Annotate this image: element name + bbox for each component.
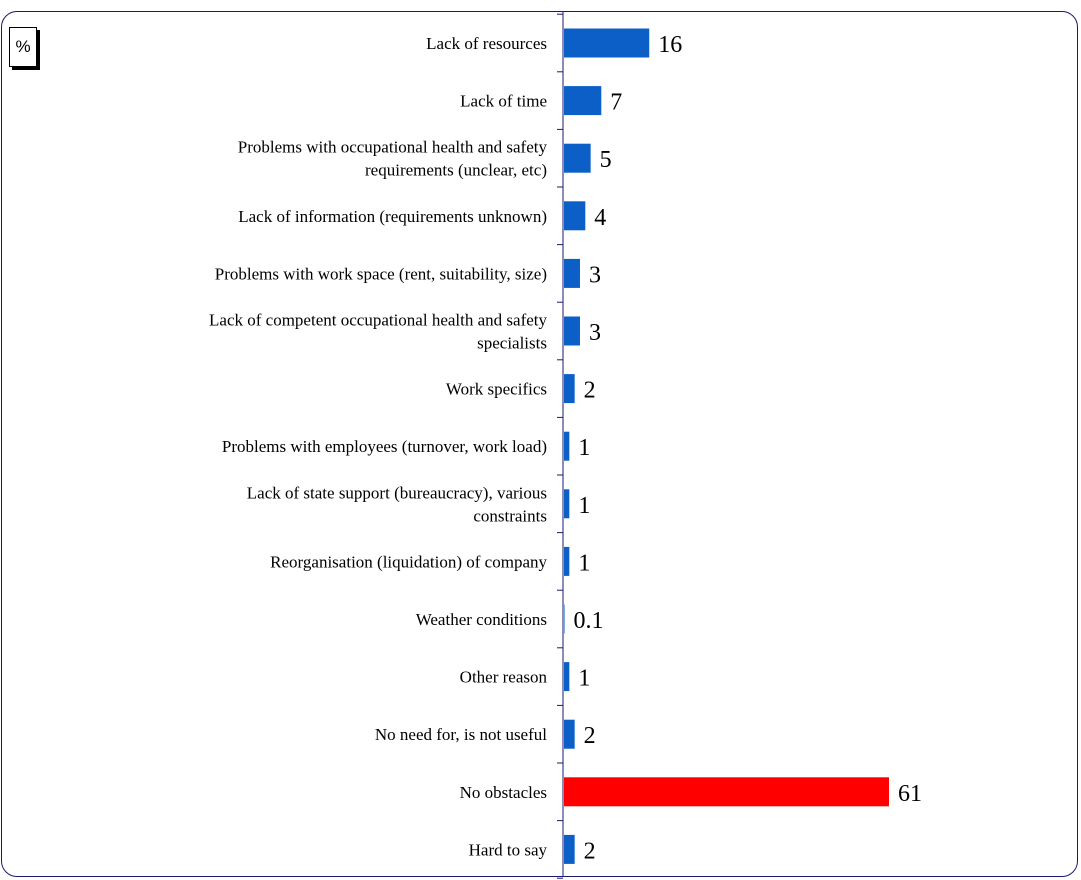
value-label: 1 — [578, 666, 590, 692]
bar — [564, 431, 570, 461]
category-label: Hard to say — [469, 840, 548, 859]
category-label: Problems with employees (turnover, work … — [222, 437, 547, 456]
value-label: 0.1 — [574, 608, 604, 634]
value-label: 1 — [578, 550, 590, 576]
value-label: 2 — [584, 378, 596, 404]
value-label: 61 — [898, 781, 922, 807]
value-label: 16 — [658, 32, 682, 58]
category-label: Other reason — [460, 668, 548, 687]
bar — [564, 201, 586, 231]
category-label: Lack of information (requirements unknow… — [238, 207, 547, 226]
value-label: 3 — [589, 262, 601, 288]
bar — [564, 719, 575, 749]
category-label: Lack of state support (bureaucracy), var… — [247, 483, 547, 525]
category-label: Reorganisation (liquidation) of company — [270, 552, 547, 571]
value-label: 3 — [589, 320, 601, 346]
category-label: Lack of resources — [426, 34, 547, 53]
category-label: Lack of time — [460, 92, 547, 111]
category-label: Weather conditions — [416, 610, 547, 629]
category-label: No obstacles — [460, 783, 547, 802]
bar — [564, 662, 570, 692]
bar — [564, 604, 565, 634]
bar — [564, 28, 650, 58]
value-label: 2 — [584, 838, 596, 864]
value-label: 4 — [594, 205, 606, 231]
value-label: 5 — [600, 147, 612, 173]
category-label: Lack of competent occupational health an… — [209, 311, 547, 353]
bar — [564, 316, 580, 346]
bar — [564, 777, 889, 807]
value-label: 7 — [610, 90, 622, 116]
bar — [564, 374, 575, 404]
bar — [564, 834, 575, 864]
value-label: 1 — [578, 493, 590, 519]
value-label: 2 — [584, 723, 596, 749]
category-label: Problems with occupational health and sa… — [238, 138, 548, 180]
bar — [564, 546, 570, 576]
unit-label: % — [9, 27, 37, 67]
category-label: Problems with work space (rent, suitabil… — [215, 264, 547, 283]
bar — [564, 258, 580, 288]
category-label: No need for, is not useful — [375, 725, 547, 744]
bar — [564, 143, 591, 173]
value-label: 1 — [578, 435, 590, 461]
bar — [564, 489, 570, 519]
bar — [564, 86, 602, 116]
category-label: Work specifics — [446, 380, 547, 399]
chart-frame — [1, 11, 1078, 877]
